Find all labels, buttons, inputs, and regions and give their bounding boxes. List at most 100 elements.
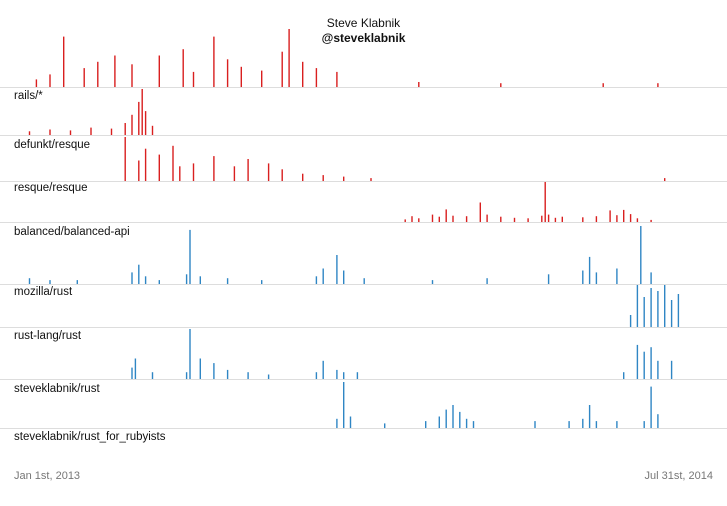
activity-bar — [356, 372, 359, 379]
series-label-rust-lang-rust: rust-lang/rust — [14, 330, 82, 342]
activity-bar — [182, 49, 184, 87]
activity-bar — [616, 215, 618, 222]
activity-bar — [144, 276, 147, 284]
activity-bar — [452, 405, 454, 428]
activity-bar — [616, 268, 618, 284]
activity-bar — [49, 280, 51, 284]
activity-bar — [179, 166, 181, 181]
activity-bar — [199, 276, 201, 284]
activity-bar — [213, 363, 215, 379]
activity-bar — [185, 274, 188, 284]
activity-bar — [131, 272, 133, 284]
activity-bar — [561, 216, 563, 222]
profile-name: Steve Klabnik — [326, 16, 401, 30]
activity-bar — [664, 285, 666, 327]
activity-bar — [670, 360, 673, 379]
activity-bar — [131, 64, 133, 87]
activity-bar — [267, 163, 270, 181]
activity-bar — [261, 70, 263, 87]
activity-bar — [643, 351, 645, 379]
activity-bar — [138, 264, 140, 284]
activity-bar — [465, 216, 468, 222]
activity-bar — [343, 372, 345, 379]
activity-bar — [513, 217, 516, 222]
activity-bar — [370, 178, 372, 181]
activity-bar — [465, 418, 468, 428]
activity-bar — [158, 55, 160, 87]
activity-bar — [192, 71, 195, 87]
activity-bar — [226, 369, 229, 379]
activity-bar — [643, 421, 645, 428]
activity-bar — [336, 71, 338, 87]
activity-bar — [134, 358, 137, 379]
activity-bar — [288, 29, 290, 87]
activity-bar — [629, 214, 632, 222]
activity-bar — [343, 176, 345, 181]
activity-bar — [568, 421, 570, 428]
activity-bar — [616, 421, 618, 428]
activity-bar — [336, 418, 338, 428]
activity-bar — [643, 297, 645, 327]
activity-bar — [189, 229, 191, 284]
activity-bar — [144, 148, 147, 181]
activity-bar — [588, 256, 591, 284]
activity-bar — [138, 160, 140, 181]
activity-bar — [336, 255, 338, 284]
x-axis-end-label: Jul 31st, 2014 — [644, 470, 714, 482]
activity-bar — [650, 272, 652, 284]
activity-bar — [131, 367, 133, 379]
activity-bar — [144, 111, 147, 135]
activity-bar — [479, 202, 481, 222]
activity-bar — [418, 218, 420, 222]
activity-bar — [650, 347, 652, 379]
activity-bar — [281, 51, 283, 87]
activity-bar — [261, 280, 263, 284]
activity-bar — [302, 61, 304, 87]
activity-bar — [588, 405, 591, 428]
activity-bar — [124, 123, 126, 135]
activity-bar — [459, 411, 461, 428]
activity-bar — [527, 218, 529, 222]
activity-bar — [247, 159, 249, 181]
activity-bar — [582, 270, 584, 284]
activity-bar — [602, 83, 604, 87]
activity-bar — [500, 216, 502, 222]
activity-bar — [322, 268, 324, 284]
activity-bar — [623, 209, 625, 222]
activity-bar — [110, 128, 113, 135]
activity-bar — [404, 219, 406, 222]
series-label-mozilla-rust: mozilla/rust — [14, 286, 73, 298]
activity-bar — [138, 101, 140, 135]
activity-bar — [336, 369, 338, 379]
activity-bar — [199, 358, 201, 379]
activity-bar — [431, 280, 434, 284]
activity-bar — [267, 374, 270, 379]
activity-bar — [226, 278, 229, 284]
activity-bar — [69, 130, 72, 135]
activity-bar — [131, 114, 133, 135]
series-label-defunkt-resque: defunkt/resque — [14, 139, 91, 151]
activity-bar — [172, 145, 174, 181]
activity-bar — [384, 423, 386, 428]
activity-bar — [629, 315, 632, 327]
activity-bar — [677, 294, 680, 327]
activity-bar — [544, 182, 546, 222]
activity-bar — [486, 278, 488, 284]
activity-bar — [500, 83, 502, 87]
activity-bar — [302, 173, 304, 181]
activity-bar — [28, 131, 31, 135]
activity-bar — [213, 156, 215, 181]
activity-bar — [114, 55, 116, 87]
activity-bar — [189, 329, 191, 379]
activity-bar — [657, 414, 659, 428]
activity-bar — [151, 372, 154, 379]
activity-bar — [49, 74, 51, 87]
activity-bar — [650, 386, 652, 428]
activity-bar — [595, 216, 598, 222]
activity-bar — [185, 372, 188, 379]
activity-bar — [657, 360, 659, 379]
activity-bar — [650, 288, 652, 327]
activity-bar — [582, 418, 584, 428]
activity-bar — [640, 226, 642, 284]
